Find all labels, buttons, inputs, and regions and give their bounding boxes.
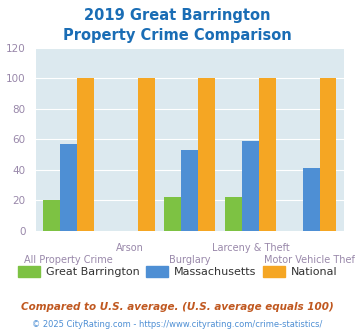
Legend: Great Barrington, Massachusetts, National: Great Barrington, Massachusetts, Nationa… <box>13 261 342 281</box>
Bar <box>259 79 276 231</box>
Bar <box>225 197 242 231</box>
Bar <box>43 200 60 231</box>
Bar <box>77 79 94 231</box>
Text: Burglary: Burglary <box>169 255 211 265</box>
Text: Arson: Arson <box>115 243 143 253</box>
Text: Property Crime Comparison: Property Crime Comparison <box>63 28 292 43</box>
Bar <box>181 150 198 231</box>
Bar <box>164 197 181 231</box>
Bar <box>60 144 77 231</box>
Text: © 2025 CityRating.com - https://www.cityrating.com/crime-statistics/: © 2025 CityRating.com - https://www.city… <box>32 320 323 329</box>
Text: All Property Crime: All Property Crime <box>24 255 113 265</box>
Bar <box>302 168 320 231</box>
Text: Motor Vehicle Theft: Motor Vehicle Theft <box>264 255 355 265</box>
Bar <box>242 141 259 231</box>
Bar <box>138 79 155 231</box>
Bar <box>320 79 337 231</box>
Text: Larceny & Theft: Larceny & Theft <box>212 243 289 253</box>
Text: Compared to U.S. average. (U.S. average equals 100): Compared to U.S. average. (U.S. average … <box>21 302 334 312</box>
Bar <box>198 79 215 231</box>
Text: 2019 Great Barrington: 2019 Great Barrington <box>84 8 271 23</box>
